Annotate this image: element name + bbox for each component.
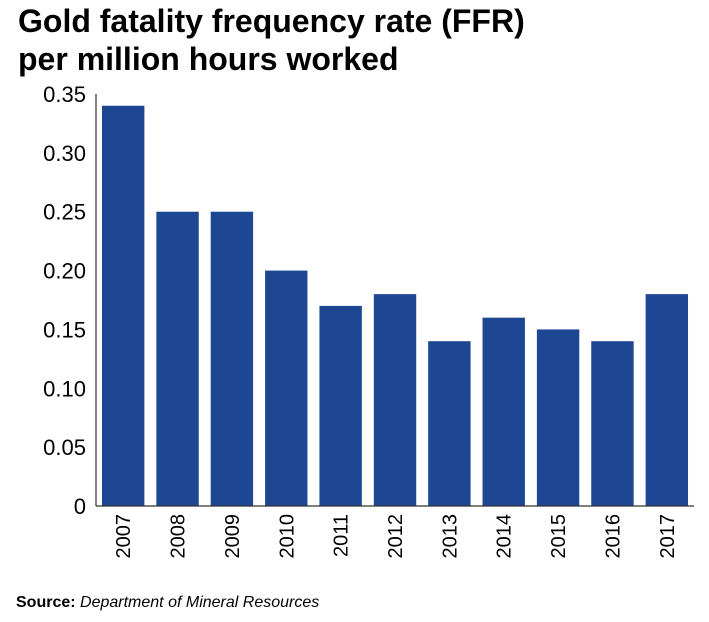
bar-2016: [591, 341, 634, 506]
x-tick-label-2011: 2011: [331, 514, 353, 557]
x-tick-label-2014: 2014: [494, 514, 516, 559]
chart-title-line-2: per million hours worked: [18, 41, 399, 77]
bar-2013: [428, 341, 471, 506]
source-note: Source: Department of Mineral Resources: [16, 594, 319, 612]
bar-chart: 00.050.100.150.200.250.300.35 2007 2008 20…: [43, 82, 694, 559]
bar-2015: [536, 329, 580, 506]
y-tick-label-1: 0.05: [43, 435, 86, 460]
chart-title: Gold fatality frequency rate (FFR) per m…: [18, 2, 698, 78]
x-tick-label-2013: 2013: [439, 514, 461, 559]
y-tick-label-7: 0.35: [43, 82, 86, 107]
x-axis-labels: 2007 2008 2009 2010 2011 2012 2013 2014 2015 2016…: [113, 514, 679, 559]
y-tick-label-3: 0.15: [43, 317, 86, 342]
bar-2009: [210, 211, 254, 506]
x-tick-label-2016: 2016: [602, 514, 624, 559]
x-tick-label-2017: 2017: [657, 514, 679, 559]
x-tick-label-2008: 2008: [168, 514, 190, 559]
y-axis-ticks: 0 0.05 0.10 0.15 0.20 0.25 0.30 0.35: [43, 82, 86, 519]
y-tick-label-4: 0.20: [43, 259, 86, 284]
bar-2008: [156, 211, 199, 506]
y-tick-label-6: 0.30: [43, 141, 86, 166]
bar-2012: [373, 294, 417, 506]
bars-group: [101, 105, 689, 507]
y-tick-label-5: 0.25: [43, 200, 86, 225]
y-tick-label-0: 0: [74, 494, 86, 519]
bar-2017: [645, 294, 689, 506]
bar-2014: [482, 317, 525, 506]
chart-title-line-1: Gold fatality frequency rate (FFR): [18, 3, 525, 39]
x-tick-label-2010: 2010: [276, 514, 298, 559]
x-tick-label-2009: 2009: [222, 514, 244, 559]
bar-2007: [101, 105, 145, 507]
bar-2011: [319, 305, 362, 506]
x-tick-label-2007: 2007: [113, 514, 135, 559]
y-tick-label-2: 0.10: [43, 376, 86, 401]
x-tick-label-2012: 2012: [385, 514, 407, 559]
bar-2010: [265, 270, 308, 506]
x-tick-label-2015: 2015: [548, 514, 570, 559]
source-label: Source:: [16, 594, 76, 611]
source-text: Department of Mineral Resources: [80, 594, 320, 611]
